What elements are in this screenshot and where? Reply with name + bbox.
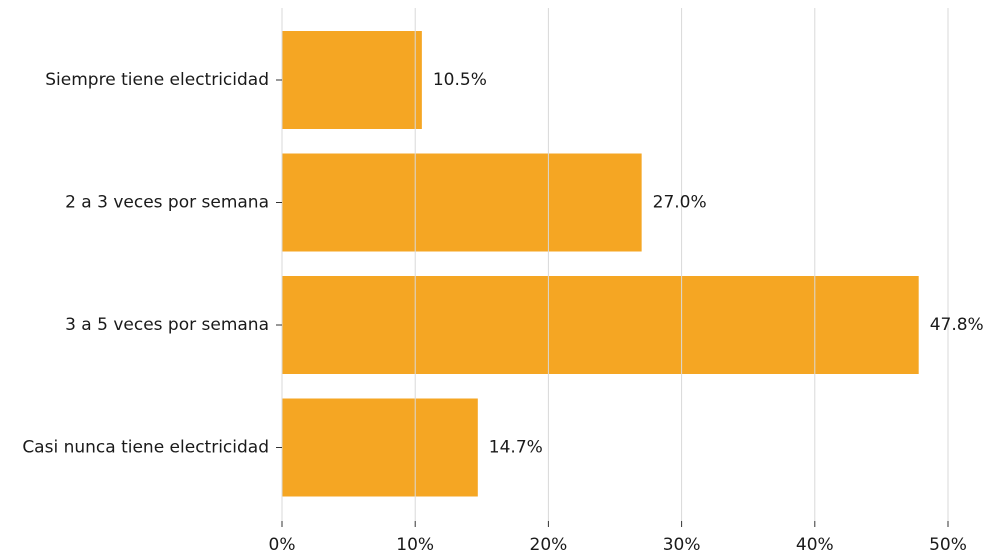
value-labels: 10.5% 27.0% 47.8% 14.7% <box>433 70 984 458</box>
category-label: Siempre tiene electricidad <box>45 70 269 90</box>
x-tick-label: 10% <box>396 535 434 553</box>
bar <box>282 276 919 374</box>
bars <box>282 31 919 497</box>
x-tick-label: 0% <box>269 535 296 553</box>
x-axis: 0% 10% 20% 30% 40% 50% <box>269 521 967 553</box>
x-tick-label: 40% <box>796 535 834 553</box>
category-label: 3 a 5 veces por semana <box>65 315 269 335</box>
value-label: 47.8% <box>930 315 984 335</box>
category-label: 2 a 3 veces por semana <box>65 193 269 213</box>
category-labels: Siempre tiene electricidad 2 a 3 veces po… <box>22 70 282 458</box>
value-label: 10.5% <box>433 70 487 90</box>
bar <box>282 399 478 497</box>
x-tick-label: 30% <box>663 535 701 553</box>
bar <box>282 31 422 129</box>
category-label: Casi nunca tiene electricidad <box>22 438 269 458</box>
value-label: 14.7% <box>489 438 543 458</box>
x-tick-label: 20% <box>530 535 568 553</box>
bar <box>282 154 642 252</box>
x-tick-label: 50% <box>929 535 967 553</box>
value-label: 27.0% <box>653 193 707 213</box>
